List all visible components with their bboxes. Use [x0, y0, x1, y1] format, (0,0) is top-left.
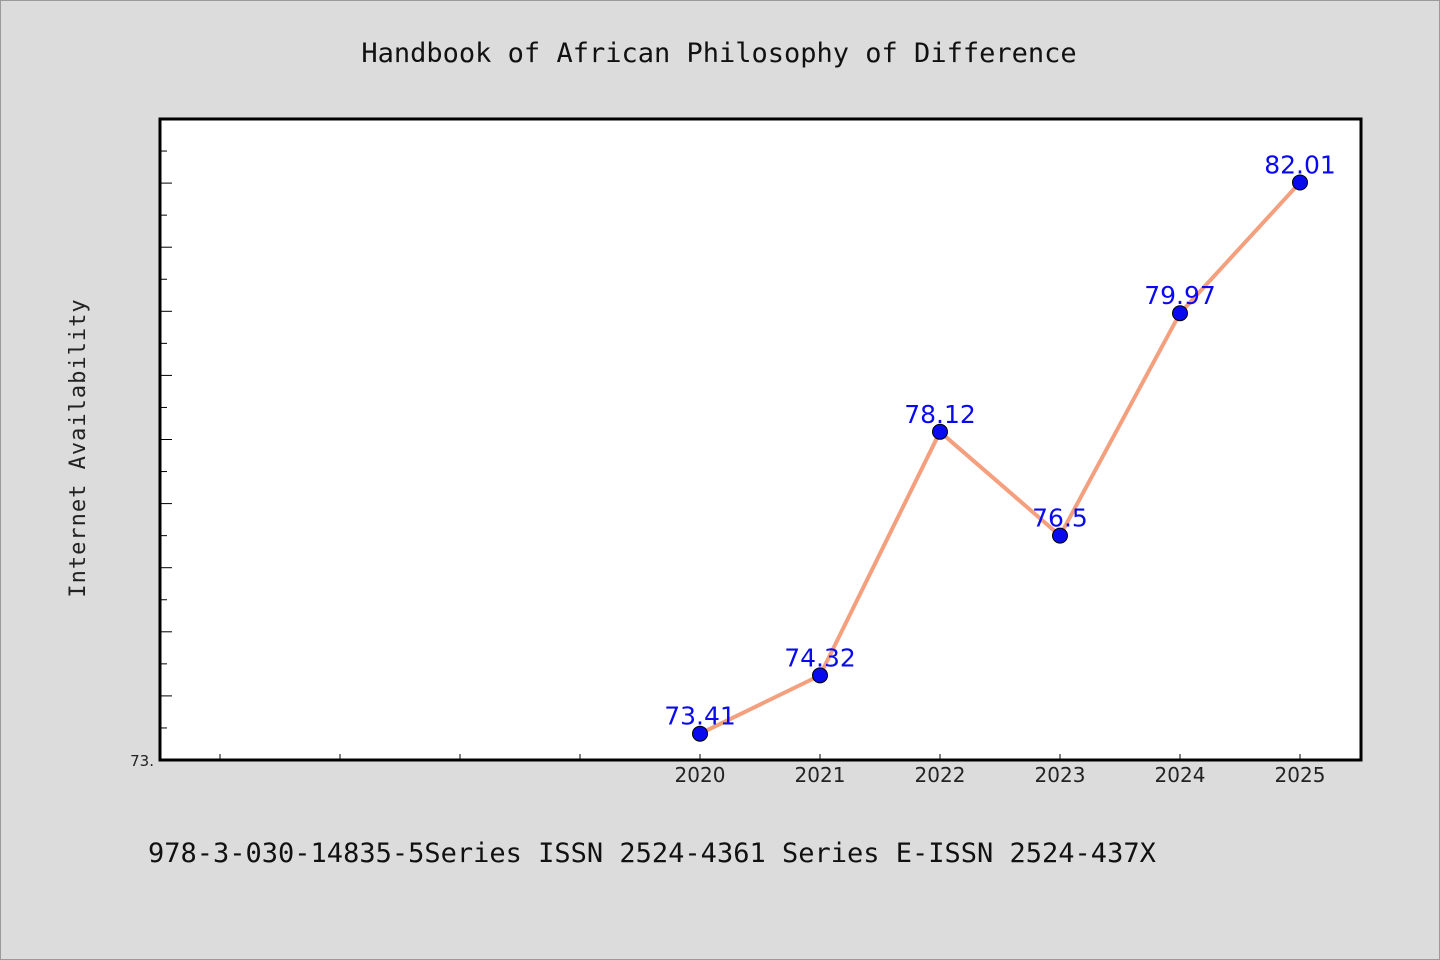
series-line	[699, 181, 1302, 736]
x-tick-label: 2023	[1035, 763, 1086, 787]
data-point	[812, 667, 828, 684]
data-label: 76.5	[1032, 504, 1088, 533]
series-layer	[692, 174, 1308, 742]
data-label: 73.41	[664, 702, 736, 731]
x-tick-label: 2024	[1155, 763, 1206, 787]
x-tick-label: 2022	[915, 763, 966, 787]
footer-isbn-text: 978-3-030-14835-5Series ISSN 2524-4361 S…	[148, 838, 1156, 869]
x-tick-label: 2021	[795, 763, 846, 787]
plot-area	[158, 117, 1363, 762]
y-axis-label: Internet Availability	[66, 298, 91, 597]
data-point	[1172, 305, 1188, 322]
data-point	[932, 423, 948, 440]
x-tick-label: 2025	[1275, 763, 1326, 787]
data-label: 79.97	[1144, 281, 1216, 310]
chart-title: Handbook of African Philosophy of Differ…	[361, 38, 1076, 69]
x-tick-labels: 2020 2021 2022 2023 2024 2025	[675, 763, 1326, 787]
x-tick-label: 2020	[675, 763, 726, 787]
data-label: 78.12	[904, 400, 976, 429]
data-point	[1292, 174, 1308, 191]
data-label: 82.01	[1264, 150, 1336, 179]
axis-ticks	[160, 118, 1301, 761]
data-point	[1052, 527, 1068, 544]
data-labels: 73.41 74.32 78.12 76.5 79.97 82.01	[664, 150, 1336, 730]
y-tick-label: 73.	[130, 752, 154, 770]
data-point	[692, 725, 708, 742]
data-label: 74.32	[784, 643, 856, 672]
